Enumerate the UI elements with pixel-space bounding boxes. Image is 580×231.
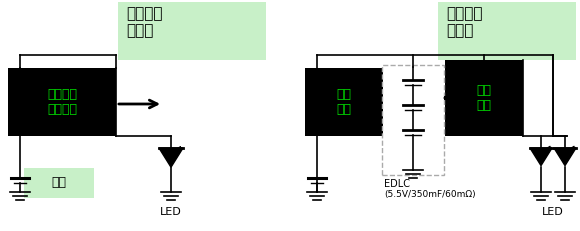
Bar bbox=[24, 168, 94, 198]
Text: 无法通过
大电流: 无法通过 大电流 bbox=[126, 6, 162, 38]
Bar bbox=[118, 2, 266, 60]
Text: EDLC: EDLC bbox=[384, 179, 410, 189]
Bar bbox=[382, 65, 444, 175]
Polygon shape bbox=[530, 148, 552, 166]
Bar bbox=[8, 68, 116, 136]
Text: 升压电路
电流控制: 升压电路 电流控制 bbox=[47, 88, 77, 116]
Bar bbox=[438, 2, 576, 60]
Polygon shape bbox=[554, 148, 576, 166]
Text: LED: LED bbox=[160, 207, 182, 217]
Bar bbox=[445, 60, 523, 136]
Text: 可以通过
大电流: 可以通过 大电流 bbox=[446, 6, 483, 38]
Polygon shape bbox=[159, 148, 183, 167]
Text: LED: LED bbox=[542, 207, 564, 217]
Bar bbox=[305, 68, 383, 136]
Text: 电流
控制: 电流 控制 bbox=[477, 84, 491, 112]
Text: (5.5V/350mF/60mΩ): (5.5V/350mF/60mΩ) bbox=[384, 190, 476, 199]
Text: 升压
电路: 升压 电路 bbox=[336, 88, 351, 116]
Text: 电池: 电池 bbox=[52, 176, 67, 188]
